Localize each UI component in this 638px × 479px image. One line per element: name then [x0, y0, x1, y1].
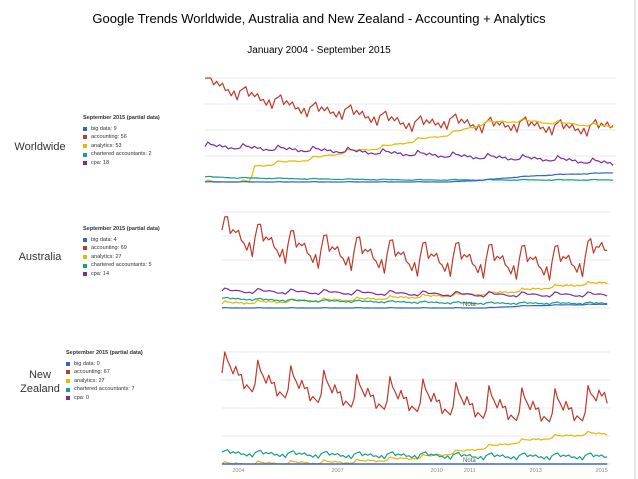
- row-label-new-zealand: New Zealand: [20, 369, 60, 395]
- legend-swatch: [83, 237, 87, 242]
- x-tick-label: 2013: [530, 468, 542, 474]
- legend-swatch: [83, 126, 87, 131]
- legend-swatch: [66, 396, 70, 401]
- slide-edge: [634, 0, 636, 479]
- legend-swatch: [83, 263, 87, 268]
- legend-label: cpa: 14: [91, 270, 110, 277]
- series-line-accounting: [221, 216, 608, 281]
- legend-label: chartered accountants: 7: [74, 386, 135, 393]
- chart-note: Nota: [463, 302, 476, 308]
- series-line-chartered-accountants: [221, 296, 608, 306]
- row-label-australia: Australia: [18, 251, 62, 263]
- x-tick-label: 2004: [232, 468, 244, 474]
- series-line-analytics: [221, 280, 608, 305]
- legend-label: big data: 9: [91, 125, 117, 132]
- legend-item-accounting: accounting: 67: [66, 368, 143, 377]
- legend-item-chartered-accountants: chartered accountants: 7: [66, 385, 143, 394]
- legend-swatch: [83, 144, 87, 149]
- legend-new-zealand: September 2015 (partial data) big data: …: [66, 349, 143, 403]
- slide-title: Google Trends Worldwide, Australia and N…: [92, 11, 546, 26]
- legend-swatch: [66, 361, 70, 366]
- chart-note: Nota: [463, 458, 476, 464]
- legend-swatch: [83, 272, 87, 277]
- legend-item-chartered-accountants: chartered accountants: 2: [83, 150, 160, 159]
- legend-label: analytics: 27: [74, 377, 105, 384]
- x-tick-label: 2007: [331, 468, 343, 474]
- legend-swatch: [83, 255, 87, 260]
- legend-swatch: [83, 152, 87, 157]
- legend-label: chartered accountants: 2: [91, 151, 152, 158]
- legend-item-cpa: cpa: 14: [83, 270, 160, 279]
- x-tick-label: 2011: [464, 468, 476, 474]
- legend-item-chartered-accountants: chartered accountants: 5: [83, 261, 160, 270]
- legend-swatch: [66, 370, 70, 375]
- legend-item-big-data: big data: 9: [83, 125, 160, 134]
- legend-title: September 2015 (partial data): [66, 350, 143, 356]
- legend-label: accounting: 67: [74, 369, 110, 376]
- legend-label: cpa: 18: [91, 159, 110, 166]
- series-line-big-data: [204, 172, 614, 183]
- legend-label: accounting: 56: [91, 134, 127, 141]
- legend-swatch: [83, 161, 87, 166]
- series-line-accounting: [204, 77, 614, 137]
- legend-swatch: [83, 246, 87, 251]
- x-tick-label: 2015: [596, 468, 608, 474]
- legend-label: analytics: 27: [91, 253, 122, 260]
- legend-title: September 2015 (partial data): [83, 115, 160, 121]
- legend-item-cpa: cpa: 0: [66, 394, 143, 403]
- legend-label: accounting: 69: [91, 245, 127, 252]
- legend-label: chartered accountants: 5: [91, 262, 152, 269]
- legend-swatch: [66, 379, 70, 384]
- legend-worldwide: September 2015 (partial data) big data: …: [83, 114, 160, 168]
- legend-item-big-data: big data: 0: [66, 360, 143, 369]
- legend-swatch: [66, 387, 70, 392]
- series-line-chartered-accountants: [221, 449, 608, 461]
- series-line-chartered-accountants: [204, 175, 614, 181]
- series-line-big-data: [221, 303, 608, 309]
- x-tick-label: 2010: [431, 468, 443, 474]
- legend-australia: September 2015 (partial data) big data: …: [83, 225, 160, 279]
- series-line-analytics: [204, 118, 614, 183]
- slide-subtitle: January 2004 - September 2015: [247, 45, 391, 56]
- legend-title: September 2015 (partial data): [83, 226, 160, 232]
- legend-item-analytics: analytics: 27: [83, 253, 160, 262]
- series-line-cpa: [204, 141, 614, 166]
- legend-item-accounting: accounting: 56: [83, 133, 160, 142]
- legend-label: analytics: 53: [91, 142, 122, 149]
- legend-item-accounting: accounting: 69: [83, 244, 160, 253]
- legend-label: cpa: 0: [74, 394, 89, 401]
- legend-item-big-data: big data: 4: [83, 236, 160, 245]
- series-line-accounting: [221, 351, 608, 423]
- legend-label: big data: 0: [74, 360, 100, 367]
- legend-item-analytics: analytics: 27: [66, 377, 143, 386]
- legend-item-cpa: cpa: 18: [83, 159, 160, 168]
- legend-swatch: [83, 135, 87, 140]
- row-label-worldwide: Worldwide: [14, 141, 66, 153]
- legend-label: big data: 4: [91, 236, 117, 243]
- series-line-cpa: [221, 287, 608, 298]
- legend-item-analytics: analytics: 53: [83, 142, 160, 151]
